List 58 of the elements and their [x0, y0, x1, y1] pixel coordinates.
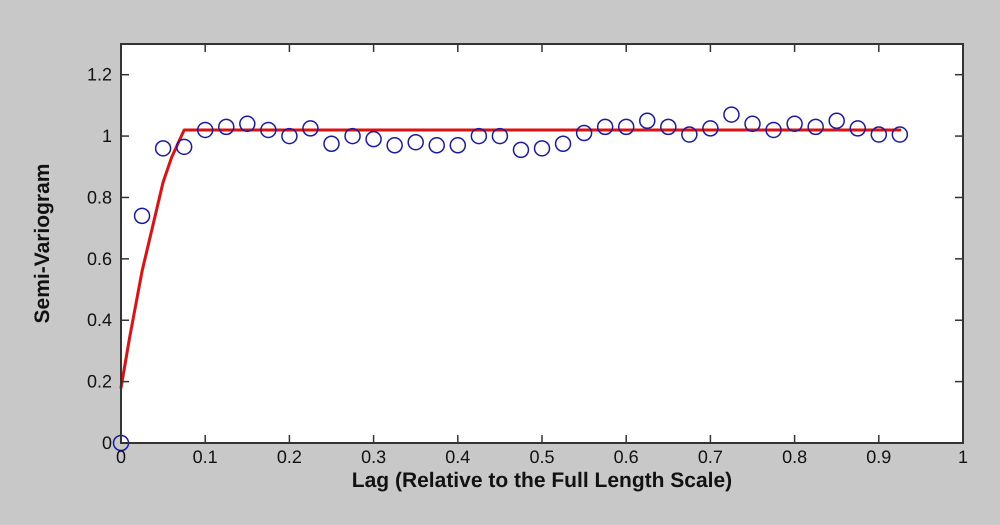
y-tick-label: 1.2: [86, 64, 112, 85]
point: [660, 118, 677, 136]
point: [828, 112, 845, 129]
point: [239, 116, 256, 132]
point: [302, 120, 319, 137]
point: [850, 120, 866, 137]
point: [512, 142, 530, 158]
point: [892, 126, 908, 143]
point: [576, 124, 592, 142]
point: [723, 106, 740, 123]
point: [176, 138, 192, 156]
point: [744, 116, 761, 132]
point: [154, 140, 172, 157]
point: [260, 122, 277, 138]
point: [196, 122, 214, 138]
point: [765, 122, 782, 138]
x-tick-label: 1: [958, 447, 968, 467]
point: [428, 137, 445, 154]
y-tick-label: 0.6: [86, 248, 112, 269]
y-tick-label: 1: [102, 126, 112, 146]
point: [681, 126, 698, 143]
x-tick-label: 0.8: [782, 447, 808, 467]
point: [702, 120, 719, 137]
x-tick-label: 0.6: [614, 447, 639, 467]
x-tick-label: 0.9: [866, 447, 892, 467]
point: [407, 134, 424, 150]
point: [386, 137, 403, 154]
point: [344, 128, 361, 144]
point: [492, 128, 508, 144]
point: [218, 118, 234, 136]
x-tick-label: 0: [116, 447, 126, 467]
x-tick-label: 0.5: [529, 447, 555, 467]
y-tick-label: 0.8: [86, 187, 112, 208]
y-tick-label: 0: [102, 433, 112, 453]
y-tick-label: 0.4: [86, 310, 112, 330]
point: [639, 112, 656, 129]
point: [534, 140, 550, 157]
point: [134, 208, 150, 224]
point: [112, 434, 130, 452]
point: [554, 136, 572, 152]
x-axis-title: Lag (Relative to the Full Length Scale): [352, 469, 732, 492]
point: [618, 118, 634, 136]
point: [596, 118, 614, 136]
point: [470, 128, 488, 144]
point: [281, 128, 298, 144]
point: [870, 126, 888, 143]
x-tick-label: 0.1: [192, 447, 218, 467]
point: [323, 136, 340, 152]
point: [786, 116, 803, 132]
point: [450, 137, 466, 154]
y-axis-title: Semi-Variogram: [31, 164, 54, 324]
x-tick-label: 0.4: [445, 447, 470, 467]
y-tick-label: 0.2: [86, 372, 112, 392]
x-tick-label: 0.3: [361, 447, 386, 467]
x-tick-label: 0.2: [276, 447, 302, 467]
point: [365, 130, 382, 148]
x-tick-label: 0.7: [698, 447, 723, 467]
point: [807, 118, 824, 136]
